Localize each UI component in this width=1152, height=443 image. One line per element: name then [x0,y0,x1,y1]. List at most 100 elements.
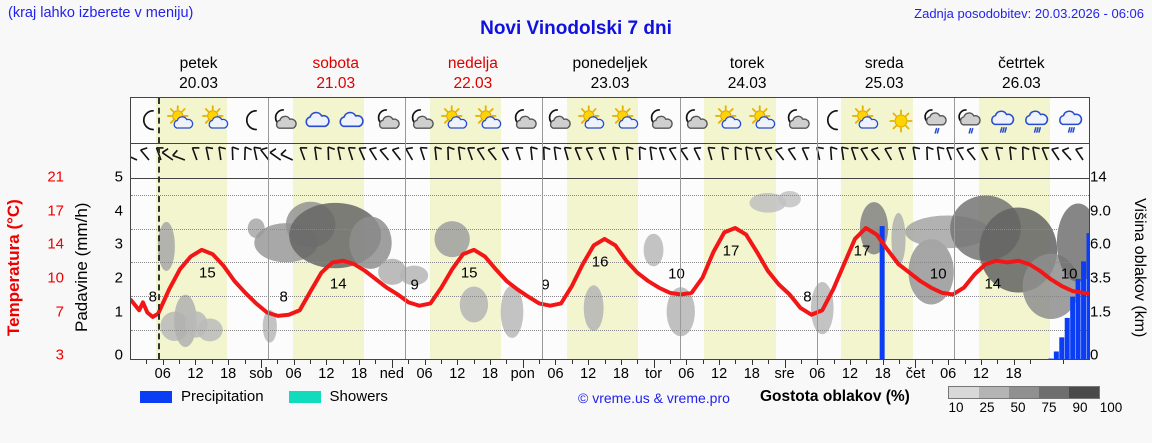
cloud-density-tick: 100 [1099,400,1123,415]
wind-barb-shaft [140,149,150,161]
cloud-height-tick: 3.5 [1090,269,1111,287]
temperature-min-label: 10 [929,265,947,283]
wind-barb-shaft [515,147,521,161]
wind-barb-flag [981,146,989,150]
weather-icon-cell [507,98,541,143]
cloud-density-swatch [1039,387,1069,398]
day-date: 25.03 [864,75,904,92]
precipitation-bar [1081,261,1087,359]
gridline [131,330,1089,331]
wind-barb-shaft [870,149,881,161]
cloud-icon [339,111,365,127]
weather-icon-cell [713,98,747,143]
cloud-height-tick: 6.0 [1090,235,1111,253]
cloud-blob [399,265,429,286]
time-tick-minor [670,360,671,364]
wind-barb-shaft [487,149,497,161]
weather-icon-cell [371,98,405,143]
time-tick-minor [899,360,901,364]
cloud-height-tick: 14 [1090,168,1107,186]
wind-barb-flag [745,146,753,150]
cloud-blob [666,287,695,337]
cloud-density-swatch [979,387,1009,398]
sun-cloud-icon [714,104,742,129]
time-tick [850,360,851,365]
copyright-text[interactable]: © vreme.us & vreme.pro [578,390,730,406]
cloud-blob [500,285,524,338]
time-tick [620,360,622,365]
forecast-plot[interactable]: 8 15 8 14 9 15 9 16 10 17 8 17 10 14 10 [130,97,1090,360]
wind-barb-shaft [161,151,174,161]
time-tick-minor [702,360,704,364]
moon-cloud-icon [651,108,674,129]
weather-icon-cell [131,98,165,143]
time-tick-minor [408,360,410,364]
time-tick-minor [375,360,377,364]
time-label: 18 [481,366,499,382]
wind-barb-shaft [1032,147,1036,161]
temperature-tick: 3 [55,346,64,364]
wind-barb-shaft [884,148,893,161]
wind-barb-shaft [314,147,318,161]
wind-barb-shaft [787,148,797,161]
wind-barb-flag [1075,146,1083,151]
sun-cloud-icon [475,104,502,129]
sun-cloud-icon [441,104,468,129]
temperature-tick: 21 [47,168,64,186]
time-label: sob [249,366,273,382]
time-label: 06 [154,366,171,382]
wind-barb-flag [860,146,869,150]
weather-icon-row [131,98,1089,143]
time-label: 18 [743,366,760,382]
time-tick-minor [571,360,573,364]
wind-barb-shaft [995,147,1000,161]
moon-cloud-icon [514,108,537,129]
time-tick [293,360,295,365]
cloud-blob [434,221,470,258]
weather-icon-cell [268,98,302,143]
wind-barb-shaft [391,149,402,161]
temperature-min-label: 9 [410,276,419,294]
wind-barb-shaft [205,147,210,161]
precipitation-legend-label: Precipitation [181,388,264,405]
weather-icon-cell [336,98,370,143]
wind-barb-shaft [253,147,258,161]
gridline [131,296,1089,297]
precipitation-axis-ticks: 5 4 3 2 1 0 [96,160,126,370]
wind-barb-shaft [801,147,809,161]
wind-barb-shaft [598,147,605,161]
weather-icon-cell [679,98,713,143]
sun-cloud-icon [851,104,878,129]
wind-barb-shaft [260,149,270,161]
cloud-height-axis-ticks: 14 9.0 6.0 3.5 1.5 0 [1088,160,1126,370]
time-tick-minor [277,360,279,364]
wind-barb-flag [379,147,388,151]
wind-barb-flag [161,148,169,154]
moon-icon [827,109,839,130]
day-header-petek: petek 20.03 [130,54,267,96]
cloud-density-swatch [1069,387,1099,398]
cloud-blob [459,286,489,323]
time-label: čet [905,366,926,382]
wind-barb-flag [392,147,400,151]
time-label: 06 [940,366,957,382]
weather-icon-cell [884,98,918,143]
time-tick-minor [1062,360,1064,364]
time-tick-minor [539,360,541,364]
time-tick [490,360,491,365]
time-label: 12 [711,366,728,382]
weather-icon-cell [918,98,952,143]
moon-cloud-icon [377,108,400,129]
weather-icon-cell [815,98,849,143]
day-header-sobota: sobota 21.03 [267,54,404,96]
temperature-max-label: 17 [853,242,871,260]
page-title: Novi Vinodolski 7 dni [480,18,672,39]
wind-barb-flag [586,146,594,150]
wind-barb-flag [775,147,783,151]
wind-barb-shaft [379,149,390,161]
temperature-min-label: 8 [279,288,288,306]
time-label: ned [379,366,404,382]
cloud-blob [643,233,664,267]
time-tick [751,360,753,365]
cloud-rain-icon [1059,110,1083,133]
